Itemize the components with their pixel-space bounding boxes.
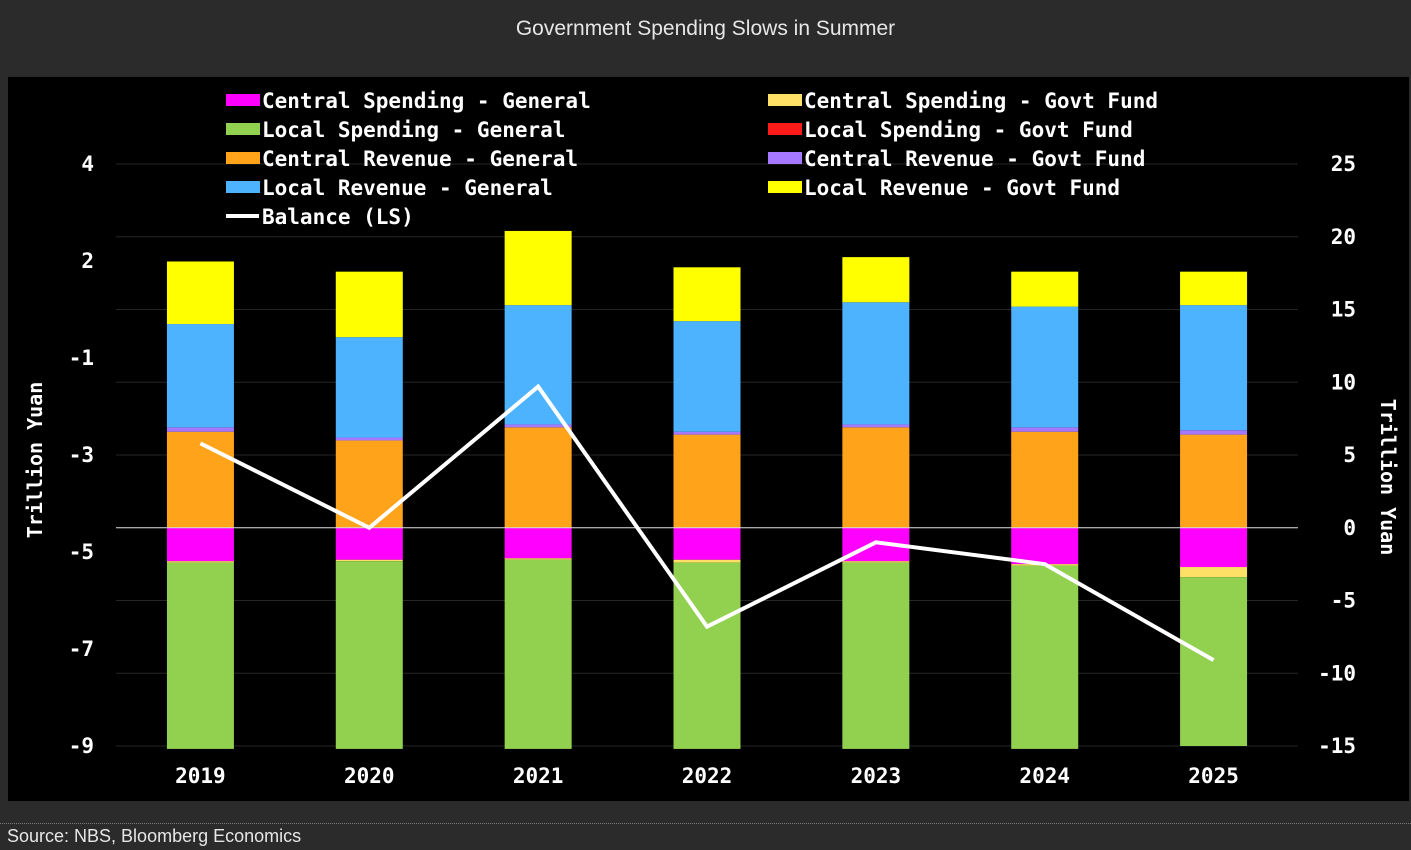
bar-segment	[335, 559, 403, 562]
bar-segment	[673, 321, 741, 432]
legend-label: Central Spending - Govt Fund	[804, 89, 1158, 113]
bar-segment	[1180, 430, 1248, 435]
legend-label: Local Revenue - Govt Fund	[804, 176, 1120, 200]
legend-swatch	[226, 94, 260, 106]
right-tick-label: 20	[1331, 225, 1356, 249]
bar-segment	[335, 440, 403, 528]
bar-segment	[1011, 427, 1079, 432]
bar-segment	[842, 561, 910, 563]
bar-segment	[1180, 305, 1248, 431]
legend: Central Spending - General Central Spendi…	[226, 89, 1158, 229]
legend-swatch	[768, 181, 802, 193]
bar-segment	[1011, 306, 1079, 428]
left-tick-label: -7	[69, 637, 94, 661]
x-tick-label: 2024	[1019, 764, 1070, 788]
y-axis-label-right: Trillion Yuan	[1376, 399, 1400, 556]
x-axis: 2019 2020 2021 2022 2023 2024 2025	[175, 764, 1239, 788]
chart-title: Government Spending Slows in Summer	[0, 0, 1411, 62]
legend-label: Central Revenue - General	[262, 147, 578, 171]
x-tick-label: 2023	[851, 764, 902, 788]
right-tick-label: -15	[1318, 734, 1356, 758]
bar-segment	[166, 261, 234, 325]
left-tick-label: 4	[81, 152, 94, 176]
bar-segment	[673, 431, 741, 435]
x-tick-label: 2020	[344, 764, 395, 788]
left-tick-label: 2	[81, 249, 94, 273]
bar-segment	[842, 562, 910, 749]
bar-segment	[1180, 577, 1248, 746]
source-note: Source: NBS, Bloomberg Economics	[7, 826, 302, 846]
balance-line	[199, 383, 1215, 662]
x-tick-label: 2025	[1188, 764, 1239, 788]
bar-segment	[166, 562, 234, 749]
bar-segment	[504, 424, 572, 428]
legend-label: Local Spending - Govt Fund	[804, 118, 1133, 142]
bar-segment	[335, 561, 403, 749]
bar-segment	[1011, 271, 1079, 307]
legend-label: Local Spending - General	[262, 118, 565, 142]
legend-swatch	[226, 123, 260, 135]
legend-label: Local Revenue - General	[262, 176, 553, 200]
bar-segment	[166, 427, 234, 432]
balance-line-group	[199, 383, 1215, 662]
legend-label: Central Spending - General	[262, 89, 591, 113]
bar-segment	[504, 559, 572, 749]
left-tick-label: -9	[69, 734, 94, 758]
right-tick-label: 10	[1331, 370, 1356, 394]
bar-segment	[842, 257, 910, 303]
right-tick-label: 25	[1331, 152, 1356, 176]
legend-swatch	[768, 94, 802, 106]
legend-swatch	[226, 152, 260, 164]
bars	[166, 230, 1248, 749]
bar-segment	[504, 558, 572, 560]
bar-segment	[504, 527, 572, 559]
x-tick-label: 2021	[513, 764, 564, 788]
bar-segment	[1011, 431, 1079, 528]
footer-divider	[0, 823, 1411, 824]
bar-segment	[673, 559, 741, 563]
left-tick-label: -1	[69, 346, 94, 370]
bar-segment	[335, 437, 403, 441]
legend-swatch	[226, 181, 260, 193]
right-tick-label: 5	[1343, 443, 1356, 467]
bar-segment	[842, 302, 910, 425]
bar-segment	[166, 324, 234, 428]
left-tick-label: -3	[69, 443, 94, 467]
legend-label: Central Revenue - Govt Fund	[804, 147, 1145, 171]
right-axis: 25 20 15 10 5 0 -5 -10 -15	[1318, 152, 1356, 758]
y-axis-label-left: Trillion Yuan	[23, 382, 47, 539]
bar-segment	[1011, 565, 1079, 749]
x-tick-label: 2019	[175, 764, 226, 788]
bar-segment	[504, 230, 572, 306]
bar-segment	[842, 427, 910, 528]
bar-segment	[335, 337, 403, 438]
legend-label: Balance (LS)	[262, 205, 414, 229]
bar-segment	[1180, 567, 1248, 578]
bar-segment	[504, 427, 572, 528]
right-tick-label: 15	[1331, 298, 1356, 322]
bar-segment	[1011, 527, 1079, 565]
bar-segment	[1180, 527, 1248, 568]
right-tick-label: -5	[1331, 589, 1356, 613]
bar-segment	[335, 527, 403, 560]
legend-swatch	[768, 152, 802, 164]
bar-segment	[673, 267, 741, 322]
legend-swatch	[768, 123, 802, 135]
bar-segment	[673, 527, 741, 560]
bar-segment	[1180, 271, 1248, 306]
bar-segment	[1180, 434, 1248, 528]
bar-segment	[842, 424, 910, 428]
bar-segment	[335, 271, 403, 338]
bar-segment	[166, 527, 234, 562]
x-tick-label: 2022	[682, 764, 733, 788]
right-tick-label: 0	[1343, 516, 1356, 540]
left-axis: 4 2 -1 -3 -5 -7 -9	[69, 152, 94, 758]
chart-svg: 4 2 -1 -3 -5 -7 -9 25 20 15 10 5 0 -5 -10 -15 2019 2020…	[23, 89, 1400, 788]
bar-segment	[166, 431, 234, 528]
left-tick-label: -5	[69, 540, 94, 564]
chart-panel: 4 2 -1 -3 -5 -7 -9 25 20 15 10 5 0 -5 -10 -15 2019 2020…	[8, 77, 1409, 801]
right-tick-label: -10	[1318, 661, 1356, 685]
bar-segment	[166, 561, 234, 563]
bar-segment	[673, 434, 741, 528]
